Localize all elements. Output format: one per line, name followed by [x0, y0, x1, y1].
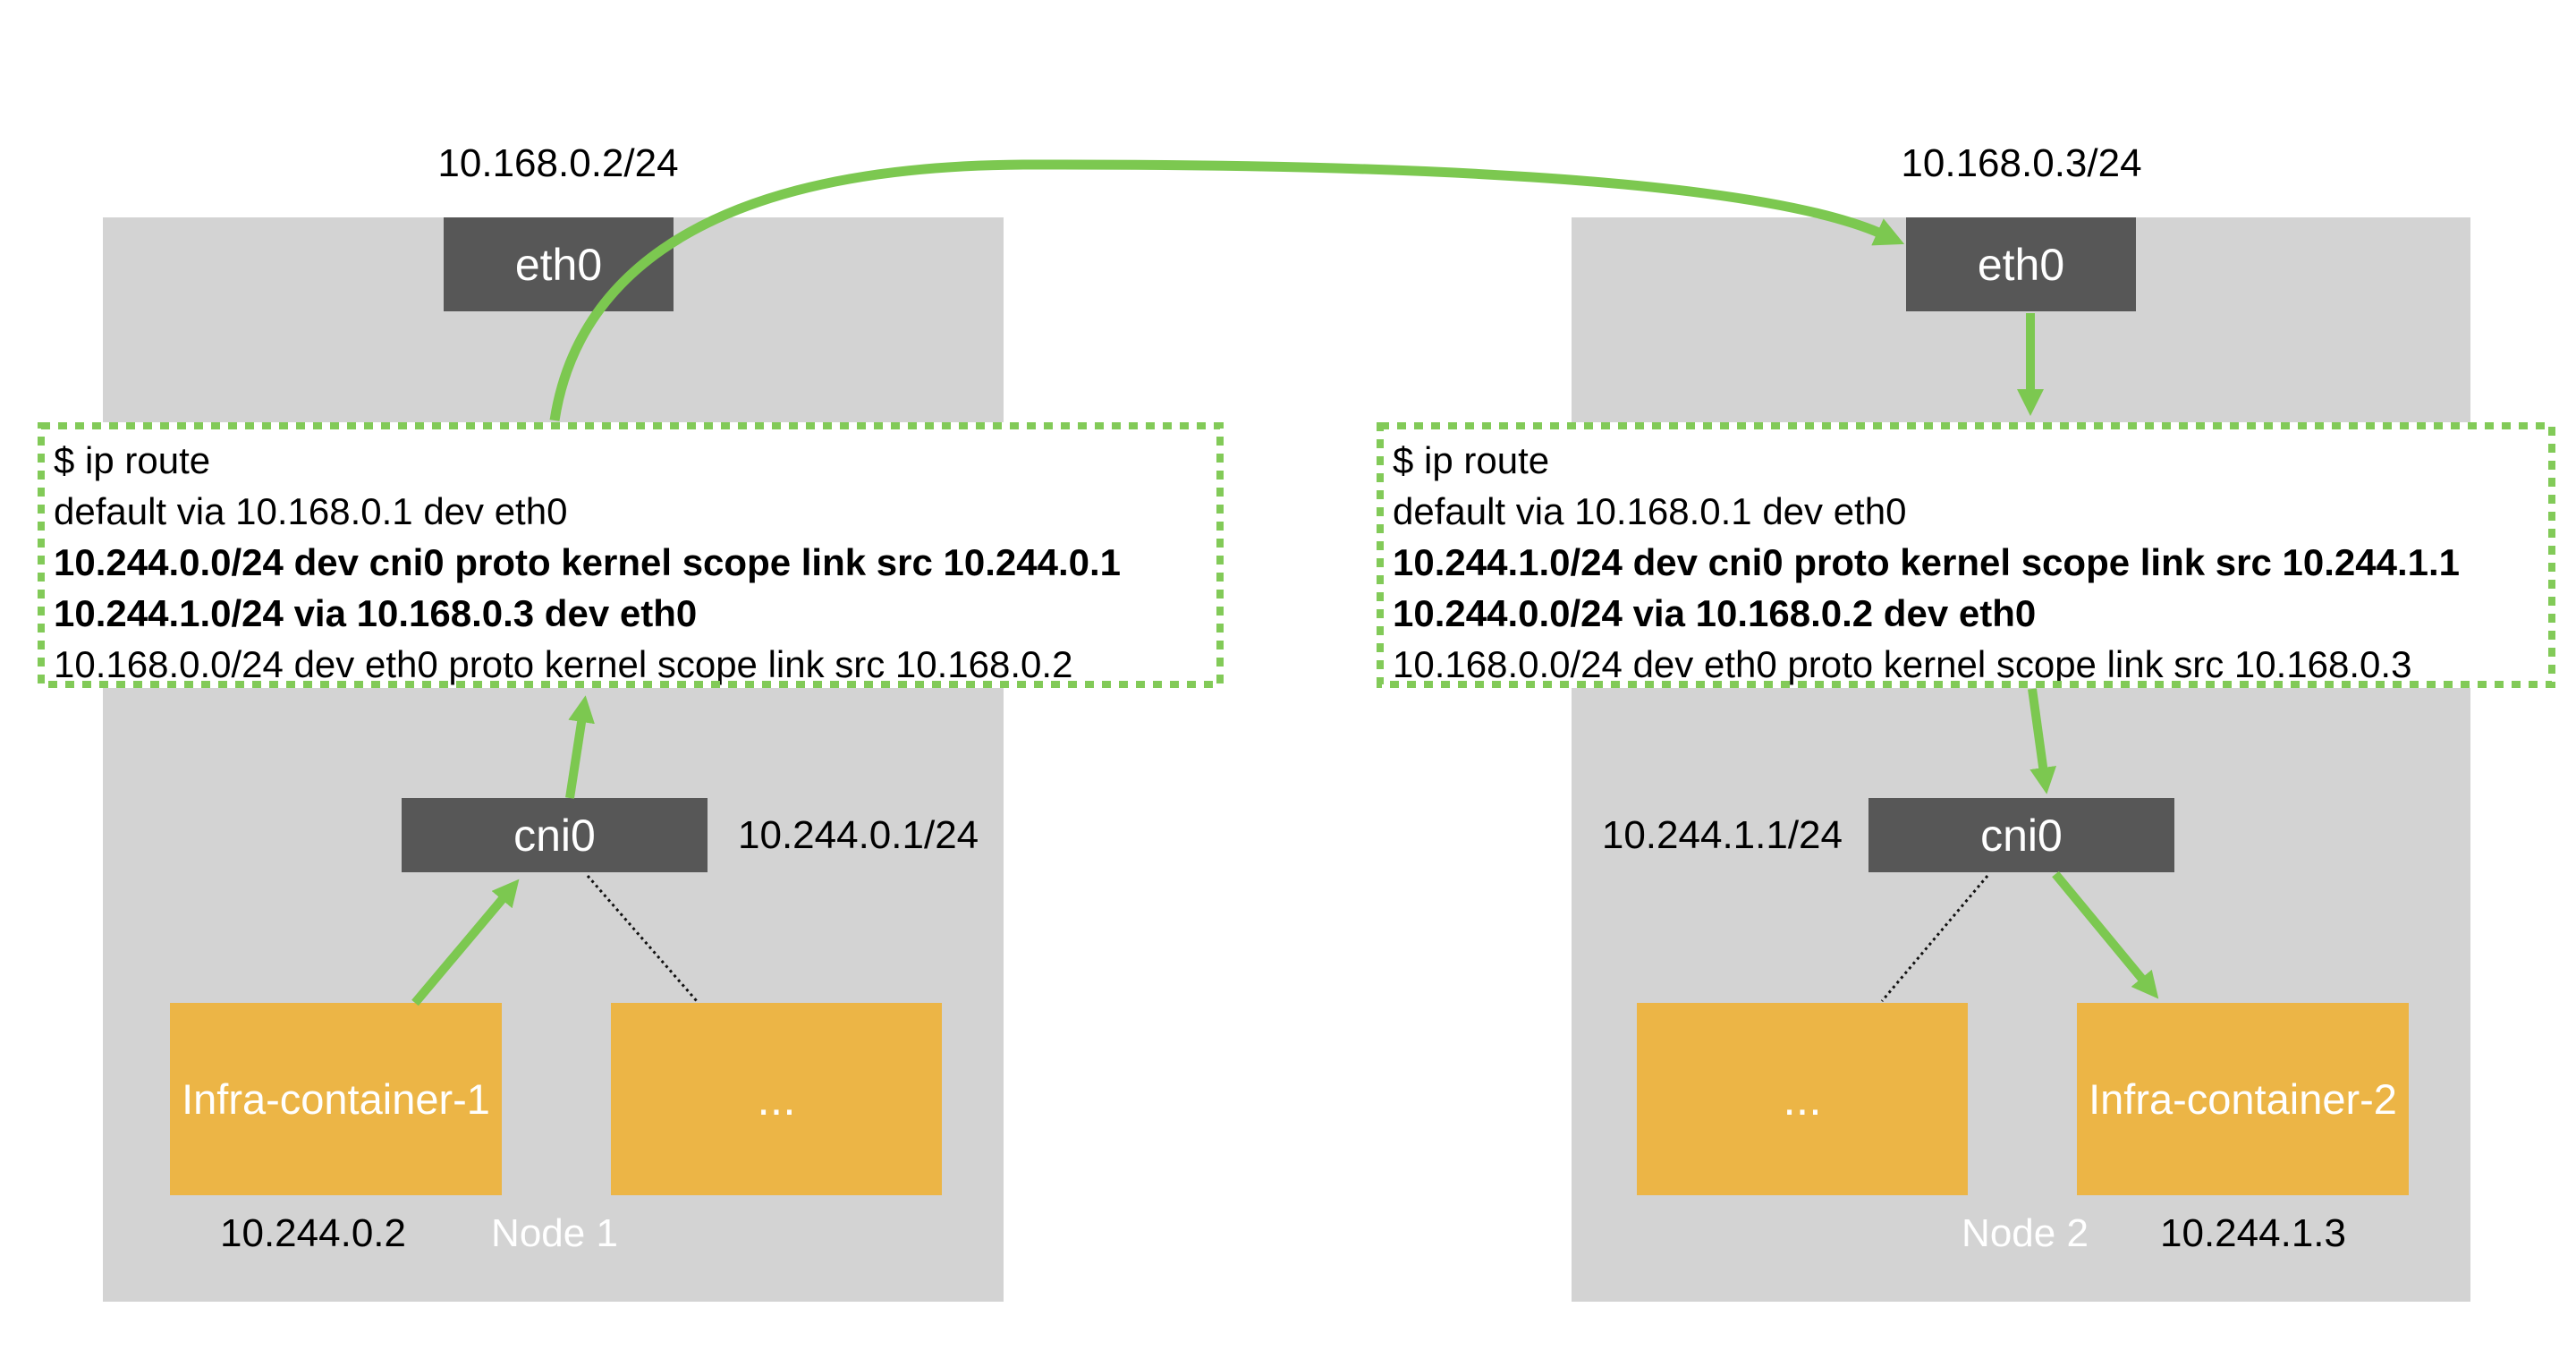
cni0-ip-label-node1: 10.244.0.1/24 [738, 813, 979, 857]
eth0-ip-label-node1: 10.168.0.2/24 [437, 141, 679, 185]
pod-placeholder-box-node2: ... [1637, 1003, 1968, 1195]
infra-container-2-ip-label: 10.244.1.3 [2160, 1211, 2346, 1255]
infra-container-1-label: Infra-container-1 [182, 1075, 490, 1123]
route-line: default via 10.168.0.1 dev eth0 [54, 490, 568, 532]
eth0-interface-node2: eth0 [1906, 217, 2136, 311]
eth0-interface-label-node1: eth0 [514, 239, 603, 290]
node1-name-label: Node 1 [491, 1211, 618, 1255]
eth0-interface-label-node2: eth0 [1977, 239, 2065, 290]
route-line: $ ip route [1393, 439, 1550, 481]
node2-name-label: Node 2 [1962, 1211, 2089, 1255]
route-table-node1: $ ip route default via 10.168.0.1 dev et… [38, 422, 1224, 688]
route-line: 10.244.0.0/24 dev cni0 proto kernel scop… [54, 541, 1122, 583]
infra-container-2-box: Infra-container-2 [2077, 1003, 2409, 1195]
infra-container-2-label: Infra-container-2 [2089, 1075, 2397, 1123]
eth0-interface-node1: eth0 [444, 217, 674, 311]
route-line: default via 10.168.0.1 dev eth0 [1393, 490, 1907, 532]
cni0-interface-label-node1: cni0 [513, 810, 596, 861]
route-line: 10.244.0.0/24 via 10.168.0.2 dev eth0 [1393, 592, 2037, 634]
pod-placeholder-label-node1: ... [757, 1073, 796, 1125]
eth0-ip-label-node2: 10.168.0.3/24 [1901, 141, 2142, 185]
pod-placeholder-label-node2: ... [1783, 1073, 1822, 1125]
route-line: 10.244.1.0/24 dev cni0 proto kernel scop… [1393, 541, 2461, 583]
pod-placeholder-box-node1: ... [611, 1003, 942, 1195]
infra-container-1-box: Infra-container-1 [170, 1003, 502, 1195]
route-line: 10.168.0.0/24 dev eth0 proto kernel scop… [54, 643, 1073, 685]
route-line: 10.244.1.0/24 via 10.168.0.3 dev eth0 [54, 592, 698, 634]
route-line: $ ip route [54, 439, 211, 481]
route-table-node2: $ ip route default via 10.168.0.1 dev et… [1377, 422, 2555, 688]
cni0-interface-node1: cni0 [402, 798, 708, 872]
route-line: 10.168.0.0/24 dev eth0 proto kernel scop… [1393, 643, 2412, 685]
cni0-interface-node2: cni0 [1868, 798, 2174, 872]
cni0-ip-label-node2: 10.244.1.1/24 [1601, 813, 1843, 857]
infra-container-1-ip-label: 10.244.0.2 [220, 1211, 406, 1255]
cni0-interface-label-node2: cni0 [1980, 810, 2063, 861]
